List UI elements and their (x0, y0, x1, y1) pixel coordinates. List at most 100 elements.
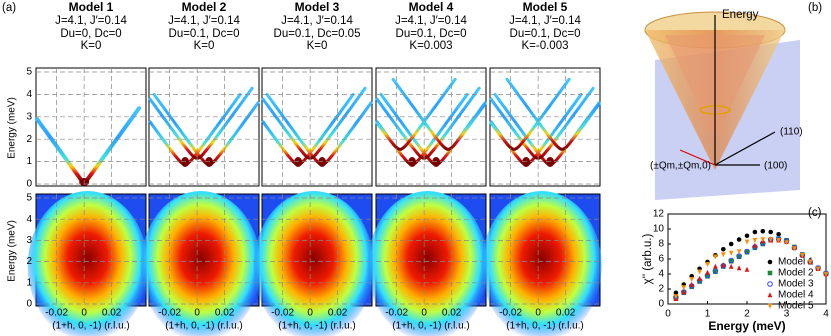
x-tick-label: 0 (81, 308, 87, 319)
x-tick-label: -0.02 (499, 308, 522, 319)
point (728, 250, 734, 256)
model-anisotropy: Du=0.1, Dc=0 (510, 28, 581, 40)
model-exchange: J=4.1, J′=0.14 (395, 15, 467, 27)
x-tick-label: 0.02 (215, 308, 235, 319)
dispersion-frame (35, 67, 147, 187)
point (744, 249, 750, 255)
point (760, 237, 766, 243)
point (721, 252, 726, 258)
legend-marker (767, 270, 773, 276)
gap-minimum (432, 157, 441, 167)
x-tick-label: -0.02 (385, 308, 408, 319)
x-tick-label: 0.02 (442, 308, 462, 319)
x-axis-label: (1+h, 0, -1) (r.l.u.) (165, 321, 243, 332)
x-axis-label: Energy (meV) (708, 319, 785, 333)
point (697, 269, 702, 275)
point (713, 254, 718, 260)
point (776, 231, 781, 237)
model-title: Model 1 (69, 0, 114, 14)
x-tick-label: 0.02 (556, 308, 576, 319)
y-tick-label: 0 (26, 179, 32, 190)
point (713, 263, 718, 269)
x-tick-label: -0.02 (271, 308, 294, 319)
x-tick-label: 4 (823, 309, 829, 320)
model-title: Model 4 (409, 0, 454, 14)
y-tick-label: 2 (26, 134, 32, 145)
point (792, 246, 797, 252)
y-axis-label: Energy (meV) (7, 220, 18, 282)
x-tick-label: 0.02 (102, 308, 122, 319)
dispersion-branch (148, 86, 254, 160)
gap-minimum (546, 157, 555, 167)
point (697, 279, 702, 284)
axis-110 (714, 131, 776, 166)
point (760, 241, 766, 247)
model-exchange: J=4.1, J′=0.14 (168, 15, 240, 27)
dispersion-frame (148, 67, 260, 187)
dir110-label: (110) (780, 127, 803, 138)
legend-marker (767, 303, 773, 309)
point (768, 237, 773, 243)
y-tick-label: 4 (658, 269, 664, 280)
point (673, 290, 679, 296)
point (800, 252, 805, 259)
dir100-label: (100) (764, 161, 787, 172)
model-anisotropy: Du=0.1, Dc=0.05 (274, 28, 361, 40)
model-kitaev: K=-0.003 (522, 40, 569, 52)
model-anisotropy: Du=0.1, Dc=0 (396, 28, 467, 40)
point (681, 285, 687, 291)
legend-label: Model 5 (778, 301, 814, 312)
x-tick-label: 0 (535, 308, 541, 319)
point (744, 248, 750, 255)
legend-marker (767, 259, 773, 265)
intensity (481, 191, 602, 336)
y-tick-label: 2 (658, 284, 664, 295)
point (768, 229, 773, 235)
y-tick-label: 4 (26, 89, 32, 100)
dispersion-branch (375, 77, 457, 151)
point (728, 263, 734, 269)
point (760, 228, 766, 234)
y-tick-label: 1 (26, 156, 32, 167)
legend-marker (767, 292, 773, 298)
model-exchange: J=4.1, J′=0.14 (509, 15, 581, 27)
model-anisotropy: Du=0, Dc=0 (60, 28, 121, 40)
gap-minimum (408, 157, 417, 167)
point (744, 266, 750, 272)
y-tick-label: 2 (26, 256, 32, 267)
y-tick-label: 0 (26, 299, 32, 310)
point (697, 275, 702, 281)
dispersion-branch (261, 93, 355, 166)
x-tick-label: -0.02 (45, 308, 68, 319)
model-title: Model 2 (182, 0, 227, 14)
y-tick-label: 5 (26, 67, 32, 78)
point (776, 237, 781, 244)
y-tick-label: 10 (653, 224, 665, 235)
dispersion-frame (261, 67, 373, 187)
x-tick-label: 1 (705, 309, 711, 320)
x-tick-label: -0.02 (158, 308, 181, 319)
legend-label: Model 3 (778, 279, 814, 290)
point (721, 262, 726, 268)
y-tick-label: 4 (26, 214, 32, 225)
x-axis-label: (1+h, 0, -1) (r.l.u.) (392, 321, 470, 332)
point (681, 289, 687, 295)
point (689, 281, 694, 287)
legend-label: Model 2 (778, 268, 814, 279)
legend-label: Model 4 (778, 290, 814, 301)
x-tick-label: 0 (194, 308, 200, 319)
intensity (367, 191, 488, 336)
point (728, 241, 734, 247)
gap-minimum (294, 157, 303, 167)
gap-minimum (205, 157, 214, 167)
panel-label: (b) (808, 2, 822, 14)
model-kitaev: K=0 (194, 40, 215, 52)
y-tick-label: 3 (26, 235, 32, 246)
point (689, 276, 694, 283)
y-tick-label: 0 (658, 299, 664, 310)
intensity (140, 191, 261, 336)
y-tick-label: 8 (658, 239, 664, 250)
y-tick-label: 1 (26, 277, 32, 288)
